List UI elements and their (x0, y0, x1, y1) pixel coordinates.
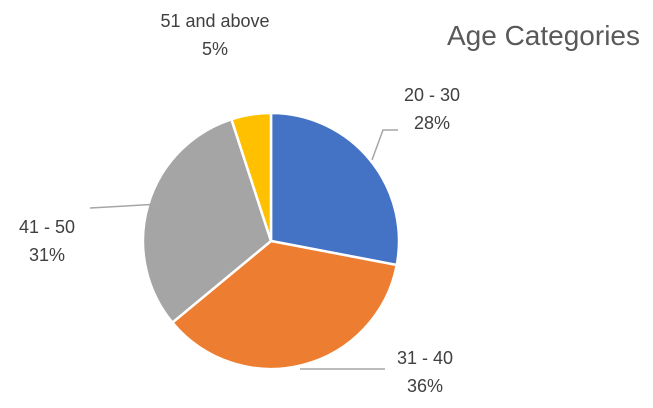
pie-slice-31-40 (170, 239, 399, 371)
leader-line (371, 129, 398, 161)
category-label: 20 - 30 (404, 85, 460, 105)
chart-title: Age Categories (447, 20, 640, 51)
category-label: 31 - 40 (397, 348, 453, 368)
percent-label: 31% (29, 245, 65, 265)
percent-label: 5% (202, 39, 228, 59)
category-label: 51 and above (160, 11, 269, 31)
percent-label: 36% (407, 376, 443, 396)
percent-label: 28% (414, 113, 450, 133)
leader-line (89, 203, 161, 209)
category-label: 41 - 50 (19, 217, 75, 237)
pie-slice-20-30 (269, 111, 401, 267)
pie-slice-51-and-above (229, 111, 273, 242)
